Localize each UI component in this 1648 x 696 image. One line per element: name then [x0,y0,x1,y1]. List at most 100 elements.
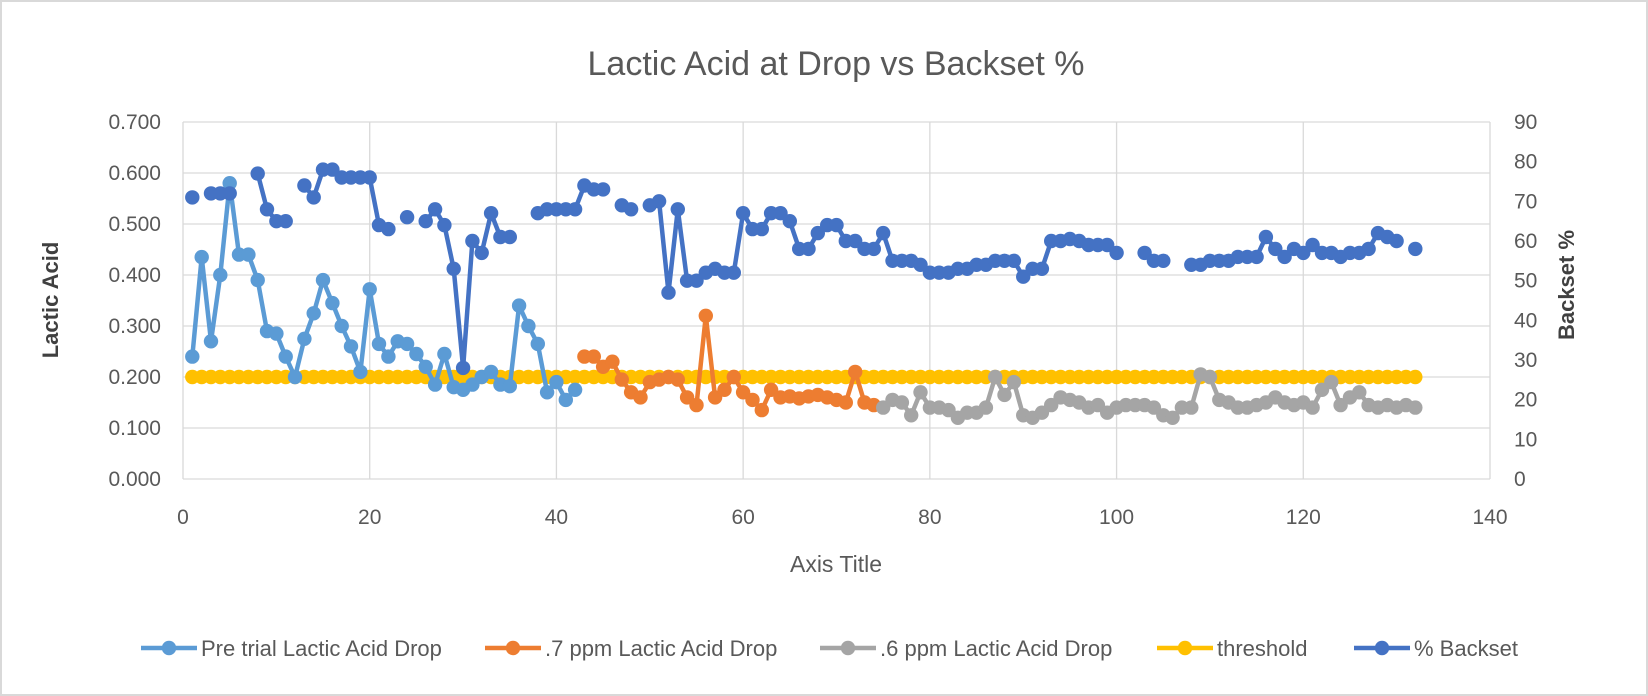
data-point [427,202,443,217]
y2-tick-label: 80 [1514,151,1537,174]
data-point [605,354,620,369]
data-point [334,318,349,334]
data-point [661,285,676,300]
y2-axis-title: Backset % [1554,230,1579,340]
data-point [904,408,919,423]
data-point [381,349,396,364]
data-point [483,364,499,380]
legend-item: threshold [1157,636,1308,661]
data-point [213,267,228,283]
data-point [521,318,536,334]
data-point [306,306,321,321]
data-point [185,190,200,205]
data-point [1156,253,1171,268]
gridlines [182,121,1491,480]
series-layer [185,162,1423,425]
data-point [623,202,639,217]
data-point [1361,241,1376,257]
data-point [1305,237,1320,253]
data-point [1408,241,1423,257]
tick-labels: 0.000 0.100 0.200 0.300 0.400 0.500 0.600 0.700… [108,111,1537,529]
legend: Pre trial Lactic Acid Drop .7 ppm Lactic … [141,636,1518,661]
data-point [287,369,303,385]
y2-tick-label: 30 [1514,349,1537,372]
data-point [689,397,704,413]
data-point [1277,249,1292,265]
data-point [502,229,517,245]
x-tick-label: 0 [177,506,189,529]
data-point [427,377,443,392]
data-point [250,166,265,181]
data-point [250,272,265,288]
data-point [362,282,377,297]
data-point [437,217,452,233]
x-axis-title: Axis Title [790,551,882,577]
x-tick-label: 80 [918,506,941,529]
data-point [1305,400,1320,415]
data-point [278,214,293,229]
data-point [988,369,1003,385]
data-point [1184,400,1199,415]
y2-tick-label: 90 [1514,111,1537,134]
data-point [754,221,769,237]
x-tick-label: 140 [1472,506,1507,529]
data-point [1034,261,1050,276]
data-point [913,385,928,400]
legend-marker [161,640,177,656]
data-point [1249,249,1264,265]
data-point [866,241,881,257]
legend-label: % Backset [1414,636,1518,661]
y2-tick-label: 10 [1514,428,1537,451]
data-point [558,392,573,408]
y-tick-label: 0.600 [108,162,161,185]
data-point [399,210,415,225]
data-point [782,214,797,229]
data-point [315,272,331,288]
y-tick-label: 0.500 [108,213,161,236]
data-point [726,369,741,385]
data-point [997,387,1012,403]
data-point [595,182,611,197]
data-point [810,225,825,241]
data-point [735,206,751,221]
data-point [474,245,489,261]
data-point [437,346,452,362]
chart-title: Lactic Acid at Drop vs Backset % [588,45,1085,83]
data-point [633,390,648,405]
y-tick-label: 0.000 [108,468,161,491]
y-axis-title: Lactic Acid [38,242,63,359]
data-point [876,225,891,241]
data-point [829,217,844,233]
data-point [222,176,237,191]
data-point [894,395,910,410]
data-point [371,336,387,352]
data-point [1109,245,1124,261]
y-tick-label: 0.300 [108,315,161,338]
data-point [446,261,461,276]
series-1 [577,308,881,418]
data-point [1408,369,1423,385]
data-point [801,241,816,257]
y2-tick-label: 70 [1514,190,1537,213]
data-point [1016,269,1031,284]
data-point [754,402,769,418]
y-tick-label: 0.700 [108,111,161,134]
y2-tick-label: 20 [1514,389,1537,412]
data-point [381,221,396,237]
data-point [362,170,377,185]
data-point [502,379,517,394]
data-point [269,326,284,341]
y2-tick-label: 40 [1514,309,1537,332]
y2-tick-label: 60 [1514,230,1537,253]
x-tick-label: 100 [1099,506,1134,529]
data-point [1006,253,1022,268]
series-3 [185,369,1423,385]
x-tick-label: 120 [1286,506,1321,529]
series-0 [185,176,583,408]
data-point [455,360,471,376]
x-tick-label: 40 [545,506,568,529]
series-2 [876,367,1423,425]
y-tick-label: 0.400 [108,264,161,287]
data-point [651,194,667,209]
